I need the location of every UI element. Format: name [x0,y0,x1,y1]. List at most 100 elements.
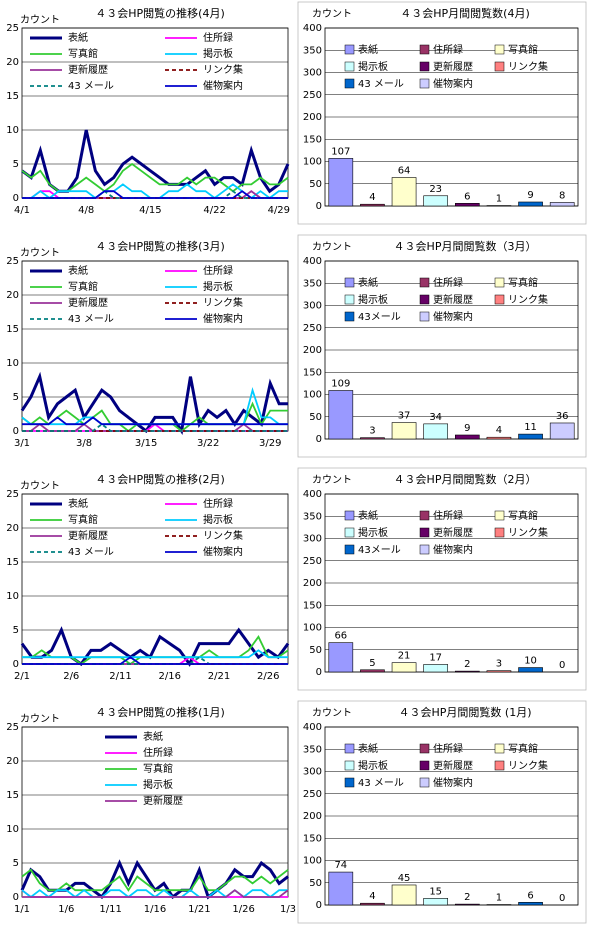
legend-swatch [419,61,430,72]
value-label: 1 [496,194,502,205]
legend-label: 更新履歴 [433,759,473,772]
y-tick-label: 15 [6,324,19,335]
value-label: 6 [464,191,470,202]
value-label: 4 [369,192,375,203]
x-tick-label: 2/1 [14,671,30,682]
value-label: 5 [369,658,375,669]
legend-label: 掲示板 [358,759,388,772]
value-label: 37 [398,411,411,422]
series-line [22,889,289,898]
y-tick-label: 5 [13,392,19,403]
x-tick-label: 2/26 [257,671,279,682]
x-tick-label: 1/26 [232,904,254,915]
value-label: 6 [527,890,533,901]
chart-title: ４３会HP月間閲覧数（3月） [394,239,537,253]
legend-label: 43 メール [68,81,114,92]
y-tick-label: 100 [303,157,322,168]
legend-label: 掲示板 [203,513,233,526]
legend-swatch [494,61,505,72]
legend-swatch [344,277,355,288]
y-tick-label: 300 [303,301,322,312]
bar [423,423,449,440]
bar [360,203,385,207]
value-label: 2 [464,892,470,903]
x-tick-label: 2/6 [63,671,79,682]
y-tick-label: 10 [6,591,19,602]
y-tick-label: 150 [303,600,322,611]
legend-label: 掲示板 [358,526,388,539]
legend-label: 更新履歴 [433,526,473,539]
value-label: 64 [398,166,411,177]
y-tick-label: 0 [316,900,322,911]
legend-label: 写真館 [68,513,98,526]
x-tick-label: 4/29 [268,205,290,216]
y-tick-label: 100 [303,856,322,867]
y-tick-label: 25 [6,23,19,34]
chart-title: ４３会HP閲覧の推移(4月) [95,6,225,20]
y-axis-label: カウント [20,480,60,492]
plot-frame [324,260,579,440]
legend-label: 43 メール [68,314,114,325]
value-label: 107 [331,146,350,157]
legend-swatch [344,743,355,754]
legend-label: 43メール [358,545,401,556]
legend-label: 催物案内 [433,776,473,789]
x-tick-label: 3/15 [135,438,157,449]
legend-swatch [494,527,505,538]
value-label: 3 [369,426,375,437]
y-tick-label: 10 [6,358,19,369]
legend-label: 住所録 [203,31,233,44]
chart-title: ４３会HP月間閲覧数(4月) [400,6,530,20]
y-tick-label: 200 [303,345,322,356]
legend-label: 更新履歴 [68,63,108,76]
legend-swatch [419,277,430,288]
series-line [21,868,289,892]
y-tick-label: 0 [316,201,322,212]
bar [360,437,385,440]
chart-title: ４３会HP閲覧の推移(1月) [95,705,225,719]
bar [486,670,512,673]
legend-label: リンク集 [203,529,243,542]
bar [423,195,449,207]
y-tick-label: 200 [303,112,322,123]
y-axis-label: カウント [20,14,60,26]
value-label: 109 [331,378,350,389]
y-axis-label: カウント [312,8,352,20]
legend-label: 催物案内 [203,79,243,92]
y-tick-label: 150 [303,833,322,844]
legend-label: 更新履歴 [68,529,108,542]
y-tick-label: 0 [13,426,19,437]
value-label: 36 [556,411,569,422]
series-line [22,423,288,432]
bar [328,871,354,906]
bar [391,662,417,673]
legend-swatch [419,294,430,305]
x-tick-label: 1/11 [99,904,121,915]
y-tick-label: 25 [6,489,19,500]
bar [518,902,543,906]
y-tick-label: 0 [316,667,322,678]
series-line [22,416,288,426]
legend-swatch [419,544,430,555]
y-tick-label: 300 [303,534,322,545]
bar [454,203,480,207]
y-tick-label: 25 [6,256,19,267]
legend-swatch [419,78,430,89]
y-tick-label: 50 [309,878,322,889]
x-tick-label: 3/1 [14,438,30,449]
value-label: 11 [524,422,537,433]
legend-swatch [344,510,355,521]
legend-label: リンク集 [203,63,243,76]
legend-swatch [419,44,430,55]
legend-label: リンク集 [508,759,548,772]
value-label: 8 [559,190,565,201]
legend-label: 表紙 [358,742,378,755]
legend-swatch [344,544,355,555]
bar [549,422,575,440]
x-tick-label: 4/8 [78,205,94,216]
y-tick-label: 15 [6,790,19,801]
value-label: 2 [464,659,470,670]
y-tick-label: 15 [6,557,19,568]
legend-label: 写真館 [508,509,538,522]
